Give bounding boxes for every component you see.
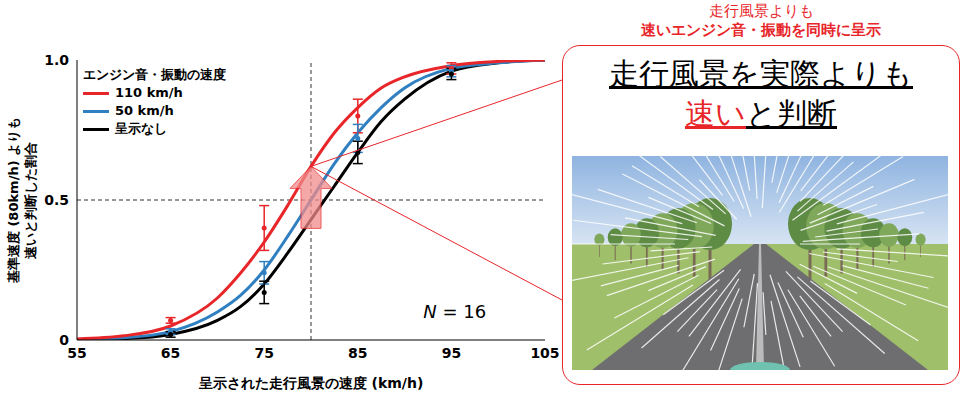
svg-text:55: 55	[67, 345, 86, 361]
svg-text:105: 105	[530, 345, 559, 361]
html-text:50 km/h: 50 km/h	[115, 103, 174, 118]
svg-text:基準速度 (80km/h) よりも: 基準速度 (80km/h) よりも	[6, 117, 21, 284]
svg-text:0: 0	[59, 332, 69, 348]
svg-text:速いと判断した割合: 速いと判断した割合	[23, 142, 38, 259]
svg-text:呈示された走行風景の速度 (km/h): 呈示された走行風景の速度 (km/h)	[198, 375, 424, 390]
html-text:呈示なし: 呈示なし	[115, 121, 167, 136]
html-text:N = 16: N = 16	[423, 300, 487, 322]
svg-text:95: 95	[442, 345, 461, 361]
html-text:エンジン音・振動の速度: エンジン音・振動の速度	[83, 67, 226, 82]
svg-text:85: 85	[348, 345, 367, 361]
html-text:110 km/h: 110 km/h	[115, 85, 183, 100]
html-text:速いエンジン音・振動を同時に呈示: 速いエンジン音・振動を同時に呈示	[641, 21, 881, 39]
html-text:走行風景を実際よりも: 走行風景を実際よりも	[609, 56, 913, 91]
html-text:走行風景よりも: 走行風景よりも	[708, 2, 814, 20]
html-text:速いと判断: 速いと判断	[685, 96, 837, 131]
svg-text:0.5: 0.5	[44, 192, 69, 208]
svg-text:65: 65	[161, 345, 180, 361]
svg-text:75: 75	[254, 345, 273, 361]
svg-text:1.0: 1.0	[44, 52, 69, 68]
